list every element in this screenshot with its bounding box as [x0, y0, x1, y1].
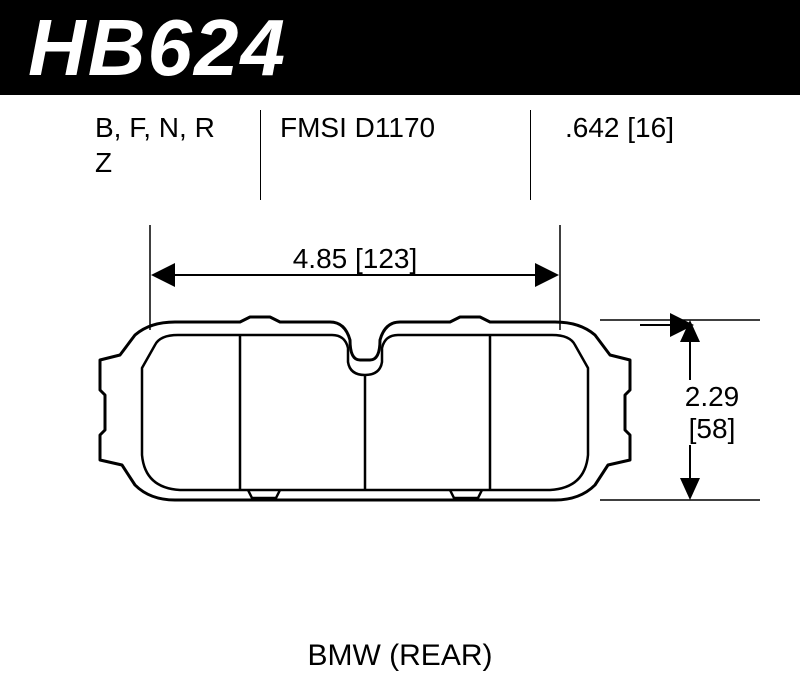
thickness-text: .642 [16] [565, 110, 745, 145]
header-bar: HB624 [0, 0, 800, 95]
height-dimension-label-1: 2.29 [685, 381, 740, 412]
part-number: HB624 [28, 2, 287, 94]
fmsi-text: FMSI D1170 [280, 110, 500, 145]
compounds-line1: B, F, N, R [95, 110, 255, 145]
divider-2 [530, 110, 531, 200]
fmsi-column: FMSI D1170 [280, 110, 500, 145]
divider-1 [260, 110, 261, 200]
compounds-line2: Z [95, 145, 255, 180]
width-dimension-label-fg: 4.85 [123] [293, 243, 418, 274]
info-row: B, F, N, R Z FMSI D1170 .642 [16] [0, 110, 800, 230]
height-dimension [680, 320, 700, 500]
brake-pad-diagram: 4.85 [123] 4.85 [123] 2.29 [58] [0, 0, 800, 691]
footer-label: BMW (REAR) [0, 639, 800, 673]
compounds-column: B, F, N, R Z [95, 110, 255, 180]
width-dimension-label: 4.85 [123] [293, 241, 418, 272]
thickness-column: .642 [16] [565, 110, 745, 145]
width-label-bg [290, 244, 420, 274]
height-dimension-label-2: [58] [689, 413, 736, 444]
brake-pad-outline [100, 317, 630, 500]
